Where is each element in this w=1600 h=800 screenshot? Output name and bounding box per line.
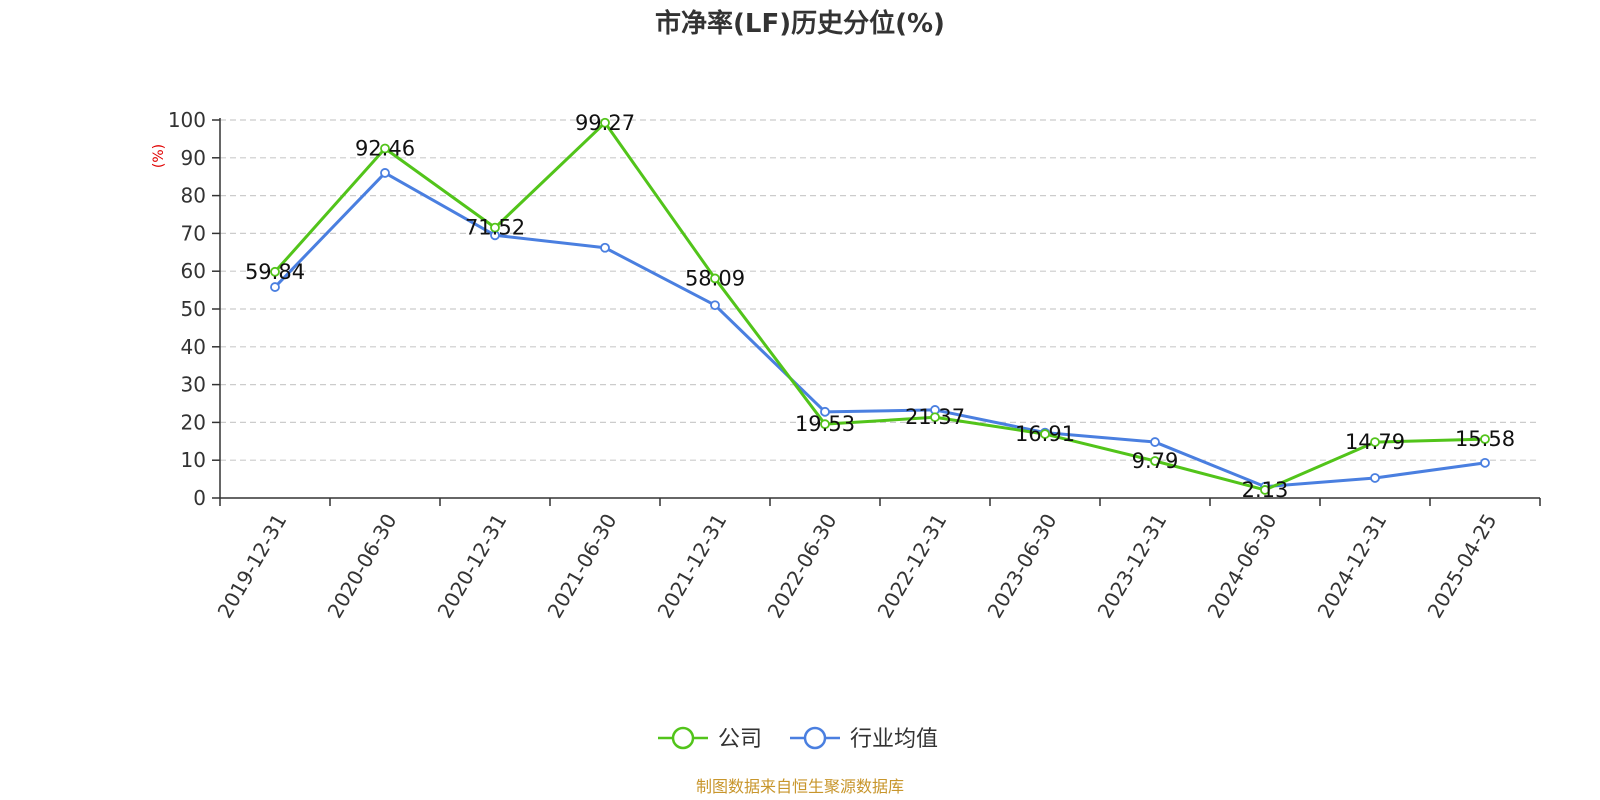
legend-item-industry[interactable]: 行业均值 [790,727,938,752]
y-tick-label: 0 [193,486,206,510]
legend[interactable]: 公司 行业均值 [658,727,938,752]
y-axis-label: (%) [151,144,167,168]
data-label: 9.79 [1132,449,1179,473]
x-tick-label: 2022-06-30 [763,510,842,623]
y-tick-label: 90 [181,146,206,170]
data-label: 71.52 [465,216,525,240]
x-tick-label: 2020-06-30 [323,510,402,623]
data-label: 16.91 [1015,422,1075,446]
x-tick-label: 2020-12-31 [433,510,512,623]
x-tick-label: 2023-12-31 [1093,510,1172,623]
data-point[interactable] [1371,474,1379,482]
data-label: 58.09 [685,266,745,290]
data-point[interactable] [1481,459,1489,467]
x-tick-label: 2024-06-30 [1203,510,1282,623]
data-label: 99.27 [575,111,635,135]
y-tick-label: 40 [181,335,206,359]
series-line-company [275,123,1485,490]
data-label: 59.84 [245,260,305,284]
legend-industry-marker [805,728,825,748]
chart-title: 市净率(LF)历史分位(%) [655,8,945,39]
y-tick-label: 60 [181,259,206,283]
data-label: 14.79 [1345,430,1405,454]
data-point[interactable] [381,169,389,177]
x-tick-label: 2019-12-31 [213,510,292,623]
legend-company-label: 公司 [718,727,762,752]
y-tick-label: 10 [181,448,206,472]
data-label: 19.53 [795,412,855,436]
data-point[interactable] [1151,438,1159,446]
y-tick-label: 80 [181,184,206,208]
y-tick-label: 30 [181,373,206,397]
legend-industry-label: 行业均值 [850,727,938,752]
series-line-industry [275,173,1485,487]
x-tick-label: 2021-06-30 [543,510,622,623]
data-label: 92.46 [355,137,415,161]
x-tick-label: 2022-12-31 [873,510,952,623]
legend-company-marker [673,728,693,748]
data-point[interactable] [271,283,279,291]
data-label: 21.37 [905,405,965,429]
data-label: 2.13 [1242,478,1289,502]
series-lines [271,119,1489,494]
x-tick-label: 2025-04-25 [1423,510,1502,623]
data-point[interactable] [601,244,609,252]
y-tick-label: 100 [168,108,206,132]
source-note: 制图数据来自恒生聚源数据库 [696,777,904,796]
x-tick-label: 2023-06-30 [983,510,1062,623]
y-tick-label: 50 [181,297,206,321]
data-labels: 59.84 92.46 71.52 99.27 58.09 19.53 21.37 16.91… [245,111,1515,502]
x-tick-label: 2024-12-31 [1313,510,1392,623]
legend-item-company[interactable]: 公司 [658,727,762,752]
data-point[interactable] [711,301,719,309]
y-tick-label: 70 [181,221,206,245]
data-label: 15.58 [1455,427,1515,451]
y-tick-label: 20 [181,410,206,434]
x-tick-label: 2021-12-31 [653,510,732,623]
